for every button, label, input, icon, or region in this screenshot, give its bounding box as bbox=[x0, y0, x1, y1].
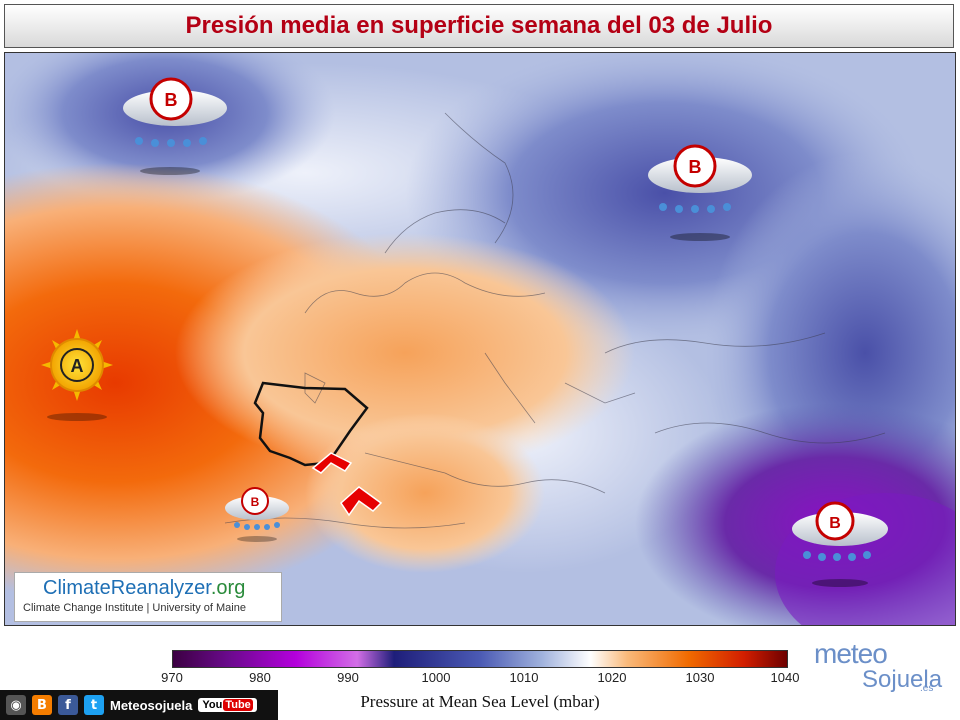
svg-text:B: B bbox=[829, 515, 841, 532]
svg-text:B: B bbox=[165, 90, 178, 110]
arrow-marker-1 bbox=[311, 452, 353, 474]
page-title: Presión media en superficie semana del 0… bbox=[185, 12, 773, 39]
twitter-icon[interactable]: t bbox=[84, 695, 104, 715]
blogger-icon[interactable]: B bbox=[32, 695, 52, 715]
colorbar-tick-1010: 1010 bbox=[509, 670, 539, 685]
low-pressure-icon: B bbox=[225, 487, 289, 542]
logo-main-text: ClimateReanalyzer bbox=[43, 577, 211, 599]
colorbar-tick-990: 990 bbox=[337, 670, 359, 685]
title-bar: Presión media en superficie semana del 0… bbox=[4, 4, 954, 48]
colorbar-tick-970: 970 bbox=[161, 670, 183, 685]
colorbar-tick-1000: 1000 bbox=[421, 670, 451, 685]
low-pressure-icon: B bbox=[792, 501, 888, 587]
instagram-icon[interactable]: ◉ bbox=[6, 695, 26, 715]
colorbar-tick-1030: 1030 bbox=[685, 670, 715, 685]
colorbar-tick-980: 980 bbox=[249, 670, 271, 685]
brand-bottom: Sojuela bbox=[862, 666, 943, 693]
iberia-outline bbox=[253, 381, 369, 467]
climate-reanalyzer-logo: ClimateReanalyzer.org Climate Change Ins… bbox=[14, 572, 282, 622]
arrow-marker-2 bbox=[340, 486, 383, 517]
colorbar-label: Pressure at Mean Sea Level (mbar) bbox=[360, 692, 600, 711]
youtube-icon[interactable]: You Tube bbox=[198, 698, 257, 712]
svg-text:B: B bbox=[689, 157, 702, 177]
youtube-text-you: You bbox=[202, 699, 223, 711]
social-bar: ◉ B f t Meteosojuela You Tube bbox=[0, 690, 278, 720]
svg-text:B: B bbox=[251, 495, 260, 509]
pressure-map: B B B bbox=[4, 52, 956, 626]
brand-top: meteo bbox=[814, 638, 888, 669]
low-pressure-icon: B bbox=[123, 77, 227, 175]
social-handle: Meteosojuela bbox=[110, 697, 193, 713]
brand-suffix: .es bbox=[920, 683, 934, 694]
map-svg: B B B bbox=[5, 53, 955, 625]
high-pressure-icon: A bbox=[41, 329, 113, 421]
colorbar-tick-1040: 1040 bbox=[770, 670, 800, 685]
svg-text:A: A bbox=[71, 356, 84, 376]
youtube-text-tube: Tube bbox=[223, 699, 253, 711]
logo-subtitle: Climate Change Institute | University of… bbox=[23, 602, 246, 614]
colorbar bbox=[172, 650, 788, 668]
facebook-icon[interactable]: f bbox=[58, 695, 78, 715]
low-pressure-icon: B bbox=[648, 144, 752, 241]
logo-tld: .org bbox=[210, 577, 246, 599]
colorbar-tick-1020: 1020 bbox=[597, 670, 627, 685]
